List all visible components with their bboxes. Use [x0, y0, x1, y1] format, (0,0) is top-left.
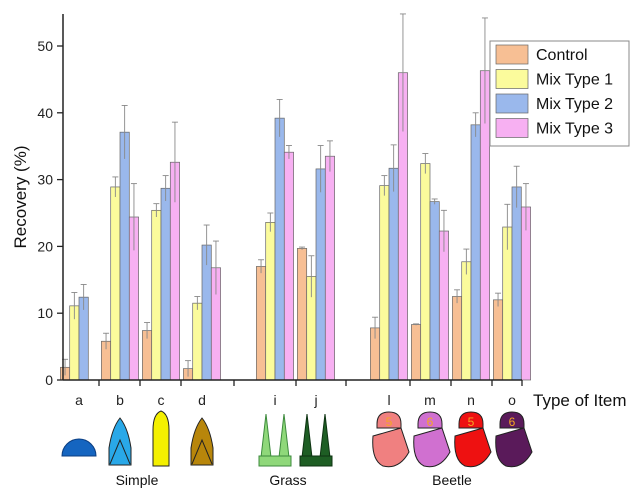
half-dome-icon [61, 438, 97, 457]
beetle-head [499, 411, 525, 429]
bar-d-series-1 [192, 302, 203, 381]
pointed-arch-icon [108, 417, 132, 466]
beetle-head [376, 411, 402, 429]
y-ticks: 0 10 20 30 40 50 [37, 38, 63, 388]
bar-i-series-3 [283, 151, 294, 381]
beetle-number: 5 [468, 415, 475, 429]
bars-layer [60, 13, 531, 381]
x-tick-label: m [424, 392, 436, 408]
arch-inner-line [191, 438, 213, 465]
beetle-icon: 5 [454, 411, 492, 468]
grass-base [258, 455, 292, 467]
x-tick-label: i [273, 392, 276, 408]
beetle-body [413, 427, 451, 468]
legend-label-3: Mix Type 3 [536, 121, 613, 138]
bar-l-series-1 [379, 185, 390, 381]
y-tick-label: 40 [37, 105, 53, 121]
group-label-2: Beetle [432, 472, 472, 488]
legend-swatch-2 [495, 93, 529, 114]
beetle-body [495, 427, 533, 468]
bar-n-series-2 [470, 124, 481, 381]
legend: Control Mix Type 1 Mix Type 2 Mix Type 3 [489, 40, 630, 147]
legend-label-2: Mix Type 2 [536, 96, 613, 113]
x-tick-label: o [508, 392, 516, 408]
legend-swatch-3 [495, 118, 529, 138]
beetle-number: 5 [386, 415, 393, 429]
dome-shape [61, 438, 97, 457]
bar-m-series-3 [438, 230, 449, 381]
bar-b-series-2 [119, 131, 130, 381]
bar-c-series-1 [151, 209, 162, 381]
bar-m-series-2 [429, 201, 440, 381]
bar-n-series-1 [461, 261, 472, 381]
bullet-shape [152, 410, 170, 467]
bar-j-series-3 [324, 155, 335, 381]
x-tick-label: n [467, 392, 475, 408]
legend-label-1: Mix Type 1 [536, 72, 613, 89]
legend-swatch-0 [495, 44, 529, 65]
bar-j-series-2 [315, 168, 326, 381]
bar-i-series-0 [256, 266, 267, 381]
y-tick-label: 0 [45, 372, 53, 388]
legend-label-0: Control [536, 47, 588, 64]
beetle-number: 6 [427, 415, 434, 429]
bar-i-series-1 [265, 222, 276, 381]
twin-grass-icon [299, 413, 333, 467]
x-tick-label: j [313, 392, 317, 408]
beetle-number: 6 [509, 415, 516, 429]
x-tick-label: b [116, 392, 124, 408]
twin-grass-icon [258, 413, 292, 467]
beetle-head [458, 411, 484, 429]
pointed-arch-icon [190, 417, 214, 466]
bar-m-series-1 [420, 163, 431, 381]
bar-o-series-0 [493, 299, 504, 381]
beetle-icon: 5 [372, 411, 410, 468]
beetle-body [372, 427, 410, 468]
item-icons: 5 6 5 6 [61, 410, 533, 468]
beetle-head [417, 411, 443, 429]
x-tick-label: d [198, 392, 206, 408]
y-tick-label: 50 [37, 38, 53, 54]
bar-d-series-2 [201, 244, 212, 381]
bar-i-series-2 [274, 117, 285, 381]
x-axis-title: Type of Item [533, 391, 627, 410]
y-tick-label: 10 [37, 305, 53, 321]
beetle-icon: 6 [495, 411, 533, 468]
x-tick-label: a [75, 392, 83, 408]
grass-base [299, 455, 333, 467]
bar-o-series-3 [520, 206, 531, 381]
arch-inner-line [109, 438, 131, 465]
bar-l-series-2 [388, 167, 399, 381]
bullet-icon [152, 410, 170, 467]
y-tick-label: 20 [37, 238, 53, 254]
y-axis-title: Recovery (%) [11, 146, 30, 249]
group-label-1: Grass [269, 472, 306, 488]
y-tick-label: 30 [37, 172, 53, 188]
bar-n-series-0 [452, 296, 463, 381]
beetle-icon: 6 [413, 411, 451, 468]
bar-j-series-0 [297, 248, 308, 381]
x-tick-label: c [158, 392, 165, 408]
x-tick-label: l [387, 392, 390, 408]
legend-swatch-1 [495, 69, 529, 89]
group-label-0: Simple [116, 472, 159, 488]
bar-o-series-1 [502, 226, 513, 381]
bar-m-series-0 [411, 324, 422, 381]
bar-c-series-2 [160, 187, 171, 381]
bar-o-series-2 [511, 186, 522, 381]
group-labels: Simple Grass Beetle [116, 472, 472, 488]
beetle-body [454, 427, 492, 468]
bar-b-series-1 [110, 186, 121, 381]
